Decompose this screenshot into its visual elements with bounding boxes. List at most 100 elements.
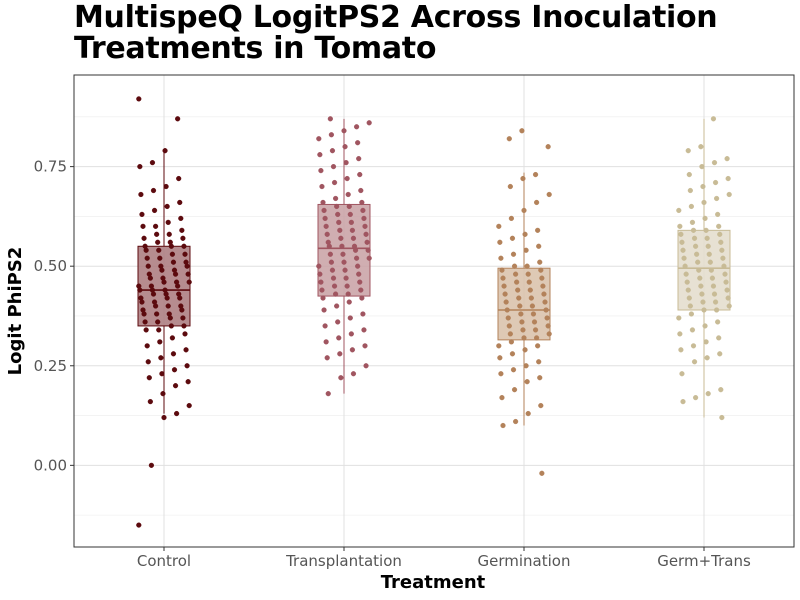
data-point [339, 243, 345, 249]
data-point [364, 239, 370, 245]
data-point [358, 287, 364, 293]
data-point [336, 335, 342, 341]
data-point [166, 231, 172, 237]
data-point [186, 402, 192, 409]
data-point [677, 223, 683, 229]
data-point [341, 128, 347, 134]
data-point [499, 267, 505, 273]
points-layer [136, 96, 732, 528]
data-point [690, 343, 697, 349]
panel-border [73, 74, 795, 548]
data-point [523, 363, 529, 369]
data-point [319, 183, 325, 190]
data-point [710, 116, 717, 122]
data-point [713, 195, 720, 202]
data-point [324, 355, 330, 361]
x-tick-label: Germination [478, 552, 571, 570]
data-point [539, 275, 545, 281]
data-point [334, 203, 340, 210]
data-point [342, 144, 348, 150]
data-point [715, 211, 721, 218]
data-point [504, 307, 510, 313]
data-point [148, 462, 155, 468]
box-layer [137, 203, 731, 341]
data-point [516, 295, 522, 301]
data-point [159, 371, 165, 377]
data-point [361, 327, 367, 333]
y-tick-label: 0.50 [34, 257, 67, 275]
data-point [687, 187, 693, 194]
data-point [336, 219, 342, 225]
data-point [711, 291, 718, 297]
data-point [164, 203, 170, 210]
data-point [181, 243, 187, 249]
data-point [698, 144, 704, 150]
data-point [347, 315, 353, 321]
data-point [180, 235, 186, 241]
data-point [719, 247, 725, 253]
data-point [692, 243, 699, 249]
data-point [524, 379, 530, 385]
data-point [177, 199, 183, 206]
data-point [363, 363, 369, 369]
data-point [508, 339, 515, 345]
data-point [684, 279, 690, 285]
whisker-layer [163, 118, 705, 426]
data-point [350, 371, 357, 377]
data-point [710, 283, 717, 289]
data-point [691, 235, 698, 241]
data-point [181, 323, 187, 329]
data-point [157, 339, 163, 345]
data-point [717, 351, 723, 357]
data-point [681, 255, 687, 261]
data-point [320, 199, 326, 206]
data-point [177, 295, 183, 301]
ytick-layer: 0.00 0.25 0.50 0.75 [34, 158, 74, 474]
data-point [720, 255, 726, 261]
data-point [540, 283, 546, 289]
data-point [698, 283, 704, 289]
data-point [535, 227, 541, 233]
data-point [509, 351, 516, 357]
data-point [695, 259, 701, 265]
data-point [352, 247, 359, 253]
data-point [705, 243, 711, 249]
data-point [697, 275, 703, 281]
data-point [531, 319, 538, 325]
data-point [541, 291, 547, 297]
data-point [143, 247, 149, 253]
data-point [533, 199, 540, 206]
data-point [713, 307, 720, 313]
data-point [355, 263, 361, 269]
data-point [688, 203, 695, 210]
data-point [340, 251, 346, 257]
data-point [358, 187, 364, 194]
data-point [679, 371, 685, 377]
data-point [522, 347, 528, 353]
data-point [529, 303, 536, 309]
data-point [147, 399, 153, 405]
data-point [335, 319, 341, 325]
data-point [678, 231, 684, 237]
data-point [329, 148, 336, 154]
data-point [528, 295, 534, 301]
data-point [319, 287, 325, 293]
data-point [350, 235, 357, 241]
data-point [328, 132, 335, 138]
data-point [726, 303, 732, 309]
data-point [169, 251, 176, 257]
data-point [497, 239, 503, 245]
data-point [317, 271, 323, 277]
data-point [509, 235, 516, 241]
data-point [685, 148, 691, 154]
x-tick-label: Germ+Trans [657, 552, 751, 570]
data-point [322, 323, 328, 329]
data-point [679, 239, 685, 245]
data-point [136, 522, 142, 528]
data-point [535, 343, 541, 349]
data-point [349, 227, 356, 233]
data-point [366, 255, 372, 261]
data-point [154, 311, 160, 317]
data-point [335, 211, 341, 218]
data-point [702, 215, 708, 221]
